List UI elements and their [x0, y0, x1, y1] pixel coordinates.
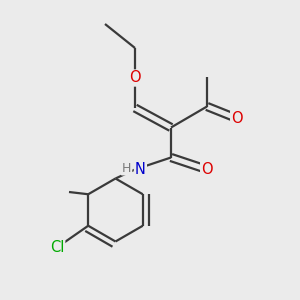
Text: O: O	[129, 70, 141, 86]
Text: O: O	[231, 111, 243, 126]
Text: O: O	[201, 162, 213, 177]
Text: N: N	[135, 162, 146, 177]
Text: H: H	[122, 161, 131, 175]
Text: Cl: Cl	[50, 240, 64, 255]
